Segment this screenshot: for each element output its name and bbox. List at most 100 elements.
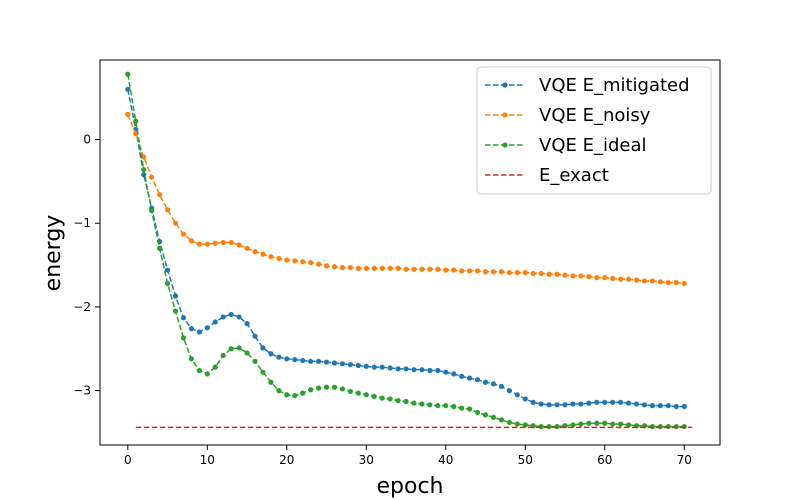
x-tick-label: 0 (124, 453, 132, 467)
data-point (498, 383, 505, 390)
data-point (649, 278, 656, 284)
data-point (554, 402, 560, 408)
data-point (586, 274, 592, 280)
x-tick-label: 10 (200, 453, 215, 467)
data-point (578, 273, 584, 279)
legend-box (476, 66, 712, 195)
data-point (411, 266, 417, 272)
data-point (164, 280, 171, 287)
legend-label: E_exact (539, 165, 609, 186)
data-point (339, 361, 346, 367)
data-point (395, 398, 401, 404)
data-point (657, 403, 663, 409)
data-point (164, 267, 171, 273)
data-point (228, 346, 234, 352)
data-point (244, 245, 250, 251)
data-point (403, 398, 409, 405)
legend-marker (502, 112, 508, 118)
data-point (514, 392, 520, 398)
data-point (514, 269, 520, 276)
data-point (339, 386, 346, 392)
data-point (220, 352, 226, 359)
data-point (284, 356, 290, 362)
data-point (554, 423, 560, 430)
data-point (292, 258, 298, 264)
data-point (355, 265, 361, 271)
data-point (459, 268, 465, 274)
data-point (625, 276, 632, 282)
y-tick-label: −1 (73, 216, 91, 230)
data-point (363, 265, 369, 271)
data-point (244, 321, 250, 327)
series-layer (125, 71, 693, 430)
data-point (419, 401, 425, 407)
data-point (292, 393, 298, 399)
data-point (196, 367, 202, 374)
data-point (331, 264, 338, 270)
data-point (570, 401, 576, 407)
data-point (236, 345, 242, 351)
data-point (204, 371, 210, 377)
data-point (308, 358, 314, 364)
data-point (657, 423, 663, 430)
data-point (490, 414, 497, 420)
legend-marker (502, 142, 508, 148)
data-point (276, 354, 282, 360)
legend-label: VQE E_ideal (539, 135, 646, 156)
data-point (188, 326, 195, 332)
legend-marker (502, 82, 508, 88)
data-point (649, 423, 656, 430)
data-point (395, 265, 401, 271)
data-point (451, 267, 457, 273)
data-point (633, 401, 640, 407)
data-point (681, 280, 687, 287)
data-point (451, 403, 457, 410)
data-point (522, 422, 528, 428)
y-tick-label: −3 (73, 384, 91, 398)
data-point (395, 366, 401, 372)
y-axis-ticks: 0 −1 −2 −3 (73, 133, 100, 398)
x-tick-label: 30 (359, 453, 374, 467)
data-point (212, 364, 218, 370)
data-point (570, 273, 576, 279)
data-point (347, 264, 353, 271)
data-point (331, 360, 338, 366)
data-point (467, 375, 473, 381)
data-point (188, 356, 195, 362)
data-point (578, 401, 584, 407)
data-point (673, 280, 679, 286)
data-point (355, 390, 361, 396)
data-point (228, 239, 234, 246)
data-point (625, 422, 632, 428)
data-point (657, 279, 663, 285)
data-point (459, 373, 465, 379)
data-point (681, 423, 687, 430)
data-point (506, 419, 512, 425)
data-point (649, 403, 656, 409)
data-point (387, 365, 393, 371)
legend-entry: VQE E_noisy (485, 105, 651, 126)
data-point (530, 399, 536, 405)
x-axis-title: epoch (377, 474, 444, 499)
data-point (610, 421, 616, 427)
data-point (594, 399, 600, 405)
data-point (276, 255, 282, 261)
data-point (514, 421, 520, 427)
data-point (315, 358, 322, 364)
data-point (371, 265, 377, 271)
data-point (443, 403, 449, 409)
data-point (220, 239, 226, 246)
data-point (204, 241, 210, 247)
data-point (594, 275, 600, 281)
data-point (323, 384, 330, 390)
data-point (180, 231, 187, 237)
data-point (363, 392, 369, 398)
data-point (419, 367, 425, 373)
data-point (419, 266, 425, 272)
legend-entry: VQE E_mitigated (485, 75, 690, 96)
data-point (618, 276, 624, 282)
data-point (172, 220, 179, 226)
data-point (180, 335, 187, 341)
data-point (172, 308, 179, 314)
